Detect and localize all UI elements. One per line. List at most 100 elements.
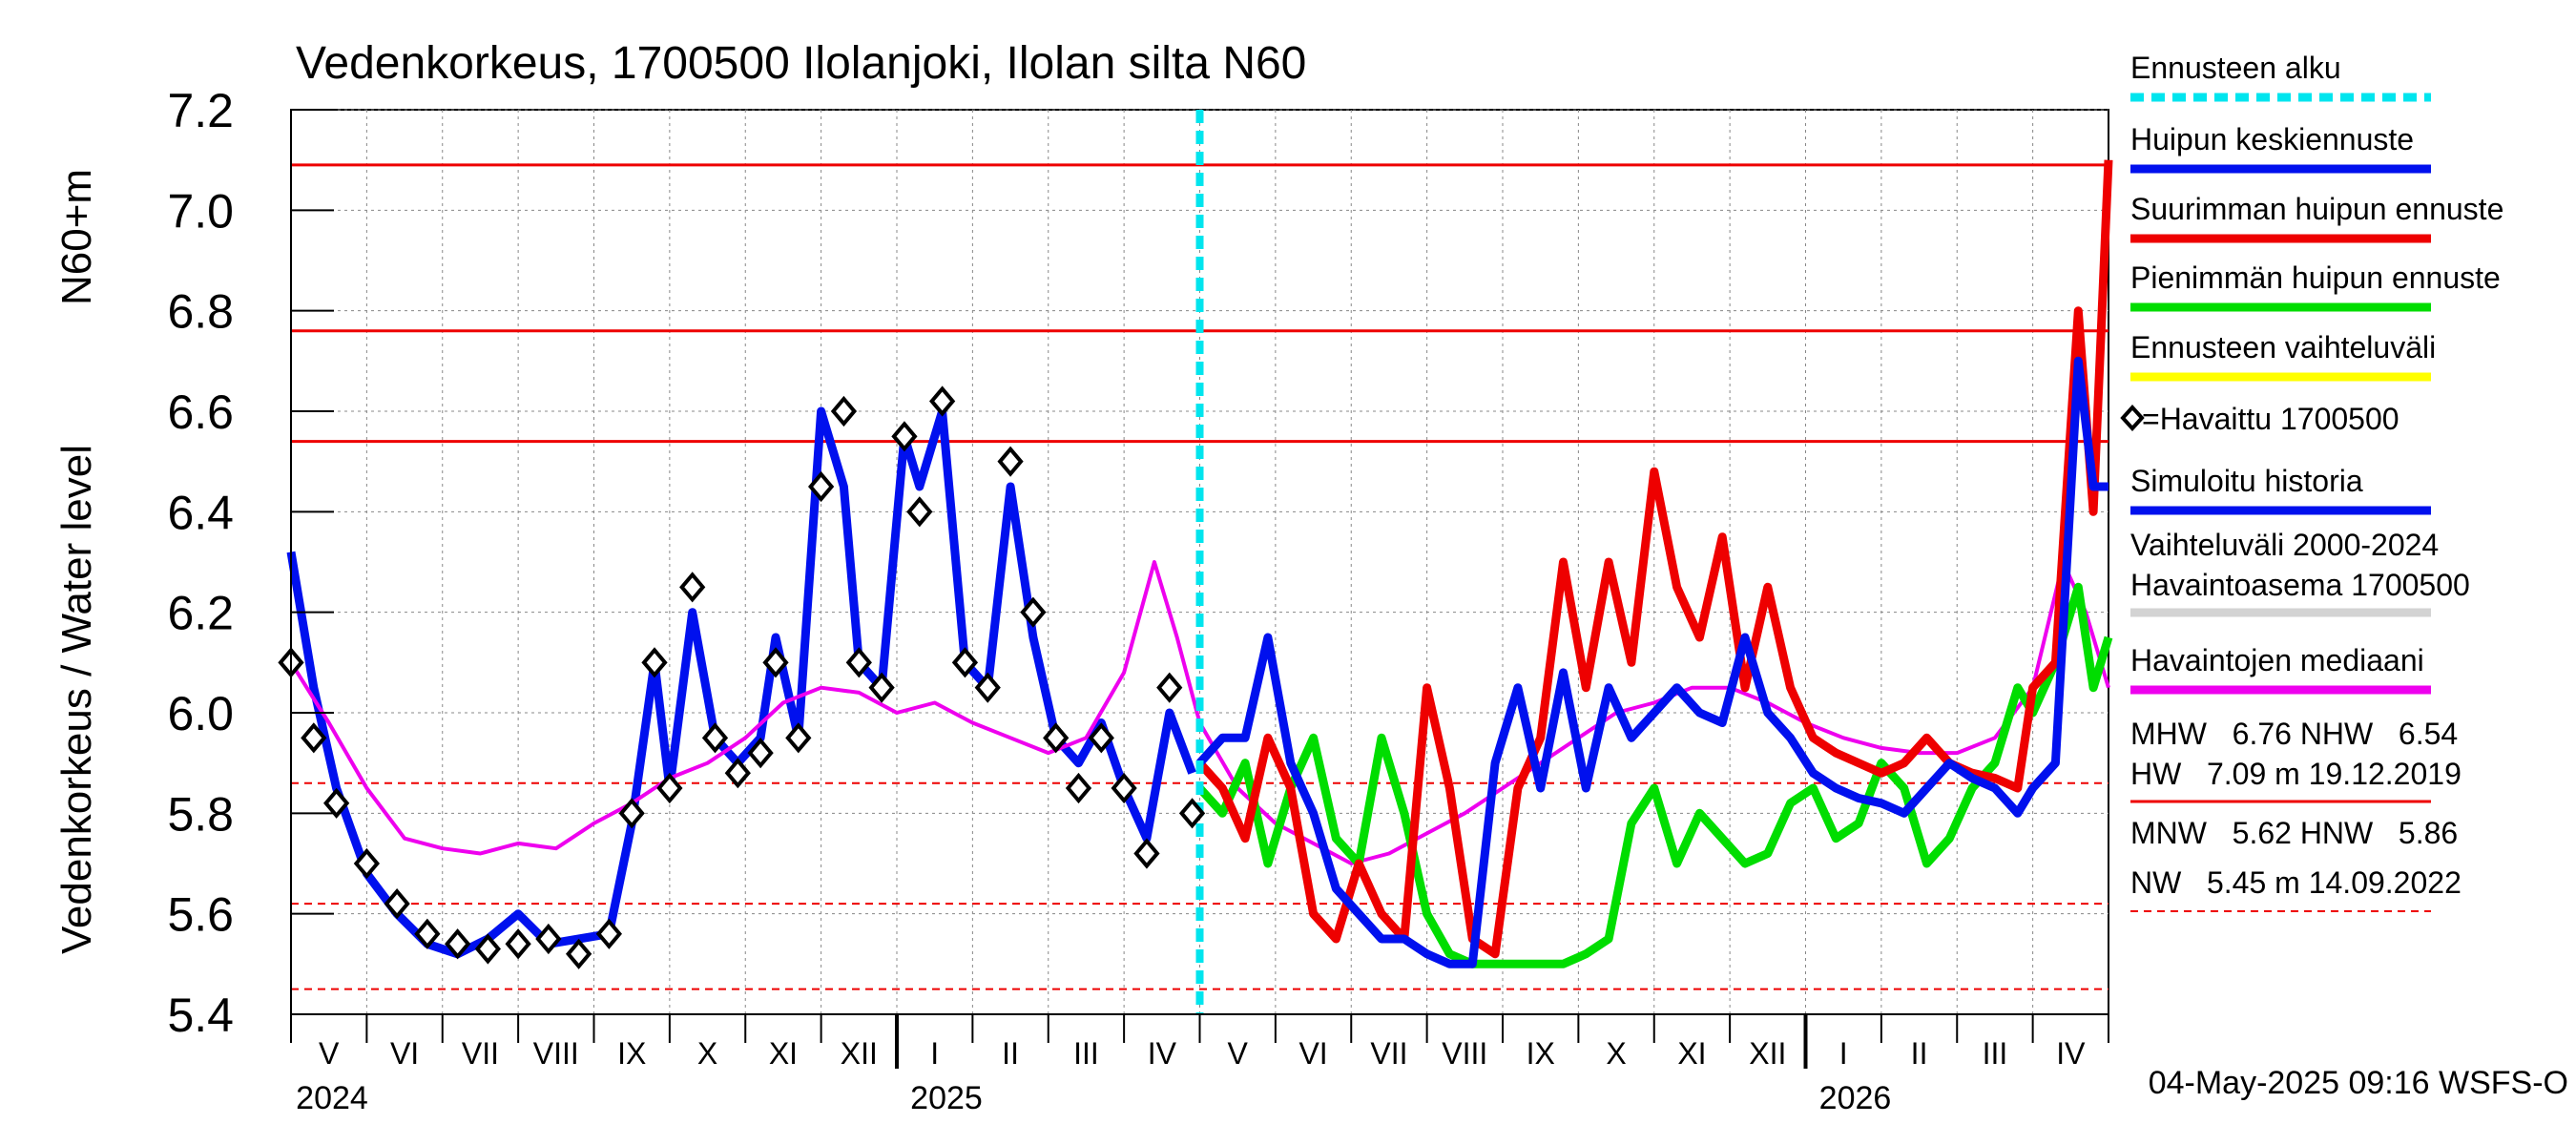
- y-tick-label: 6.8: [167, 285, 234, 339]
- legend-observed-marker: [2120, 405, 2145, 431]
- observed-point-4: [384, 888, 410, 920]
- observed-point-16: [701, 722, 729, 754]
- observed-point-26: [906, 496, 933, 528]
- x-month-label: IX: [617, 1036, 646, 1071]
- y-tick-label: 6.4: [167, 486, 234, 539]
- legend-label: Huipun keskiennuste: [2130, 122, 2414, 156]
- x-month-label: III: [1983, 1036, 2008, 1071]
- observed-point-33: [1065, 772, 1092, 804]
- legend-label: =Havaittu 1700500: [2142, 402, 2399, 436]
- legend-label: Havaintojen mediaani: [2130, 643, 2424, 677]
- observed-point-8: [505, 928, 531, 960]
- x-month-label: XI: [769, 1036, 798, 1071]
- y-tick-label: 6.2: [167, 587, 234, 640]
- observed-point-23: [845, 647, 872, 678]
- observed-point-2: [323, 787, 350, 819]
- series-forecast-mean: [1196, 356, 2109, 968]
- x-month-label: V: [1228, 1036, 1249, 1071]
- y-tick-label: 7.2: [167, 84, 234, 137]
- observed-point-24: [868, 672, 895, 703]
- x-month-label: IX: [1527, 1036, 1555, 1071]
- observed-point-1: [301, 722, 327, 754]
- observed-point-7: [474, 933, 501, 965]
- observed-point-25: [891, 421, 918, 452]
- legend-label: Suurimman huipun ennuste: [2130, 192, 2503, 226]
- legend: Ennusteen alku Huipun keskiennuste Suurimm…: [2120, 51, 2503, 912]
- observed-point-29: [974, 672, 1001, 703]
- series-simulated: [286, 406, 1196, 959]
- observed-point-38: [1178, 798, 1206, 829]
- observed-point-19: [762, 647, 789, 678]
- x-month-label: VI: [390, 1036, 419, 1071]
- legend-label: Ennusteen alku: [2130, 51, 2341, 85]
- y-tick-label: 6.0: [167, 687, 234, 740]
- legend-label-2: Havaintoasema 1700500: [2130, 568, 2470, 602]
- observed-point-6: [445, 928, 471, 960]
- x-month-label: XII: [1749, 1036, 1786, 1071]
- legend-label: Ennusteen vaihteluväli: [2130, 330, 2436, 364]
- observed-point-5: [414, 918, 441, 949]
- observed-point-20: [785, 722, 812, 754]
- legend-label: Simuloitu historia: [2130, 464, 2363, 498]
- x-month-label: VII: [462, 1036, 499, 1071]
- x-month-label: II: [1911, 1036, 1928, 1071]
- x-month-label: XI: [1677, 1036, 1706, 1071]
- x-month-label: X: [1606, 1036, 1626, 1071]
- x-month-label: IV: [1148, 1036, 1177, 1071]
- observed-point-18: [747, 738, 774, 769]
- observed-point-30: [997, 446, 1024, 477]
- x-month-label: II: [1002, 1036, 1019, 1071]
- observed-point-12: [618, 798, 645, 829]
- legend-label: Pienimmän huipun ennuste: [2130, 260, 2501, 295]
- y-tick-label: 5.8: [167, 787, 234, 841]
- x-month-label: VII: [1370, 1036, 1407, 1071]
- observed-point-32: [1043, 722, 1070, 754]
- y-axis-label: Vedenkorkeus / Water level: [53, 445, 100, 954]
- footer-timestamp: 04-May-2025 09:16 WSFS-O: [2149, 1065, 2568, 1101]
- observed-markers: [278, 385, 1206, 969]
- stats-line-1: MHW 6.76 NHW 6.54: [2130, 717, 2458, 751]
- chart-title: Vedenkorkeus, 1700500 Ilolanjoki, Ilolan…: [296, 38, 1306, 89]
- x-month-label: XII: [841, 1036, 878, 1071]
- y-tick-label: 6.6: [167, 385, 234, 439]
- observed-point-3: [353, 847, 380, 880]
- series-forecast-max: [1196, 159, 2113, 959]
- x-year-label: 2025: [910, 1080, 983, 1116]
- x-year-label: 2024: [296, 1080, 368, 1116]
- stats-line-4: NW 5.45 m 14.09.2022: [2130, 865, 2462, 900]
- stats-line-2: HW 7.09 m 19.12.2019: [2130, 757, 2462, 791]
- observed-point-14: [656, 772, 683, 804]
- observed-point-37: [1156, 672, 1183, 703]
- y-axis-unit: N60+m: [53, 169, 100, 305]
- observed-point-22: [830, 395, 858, 427]
- axes: 5.45.65.86.06.26.46.66.87.07.2V VI VII VIII…: [167, 84, 2109, 1116]
- x-month-label: VIII: [1442, 1036, 1487, 1071]
- observed-point-34: [1088, 722, 1114, 754]
- observed-point-17: [724, 758, 751, 789]
- observed-point-9: [535, 923, 562, 955]
- observed-point-11: [595, 918, 622, 949]
- y-tick-label: 5.4: [167, 989, 234, 1042]
- y-tick-label: 7.0: [167, 184, 234, 238]
- series-lines: [286, 110, 2113, 1014]
- x-month-label: IV: [2056, 1036, 2086, 1071]
- observed-point-10: [566, 938, 592, 969]
- x-month-label: I: [930, 1036, 939, 1071]
- observed-point-27: [929, 385, 956, 417]
- y-tick-label: 5.6: [167, 888, 234, 942]
- x-month-label: III: [1073, 1036, 1099, 1071]
- observed-point-21: [808, 470, 835, 503]
- x-month-label: X: [697, 1036, 717, 1071]
- x-month-label: I: [1839, 1036, 1848, 1071]
- x-month-label: VIII: [533, 1036, 579, 1071]
- observed-point-13: [641, 647, 668, 678]
- x-month-label: VI: [1298, 1036, 1327, 1071]
- x-year-label: 2026: [1819, 1080, 1892, 1116]
- stats-line-3: MNW 5.62 HNW 5.86: [2130, 816, 2458, 850]
- observed-point-35: [1111, 772, 1137, 804]
- observed-point-15: [679, 572, 706, 603]
- legend-label: Vaihteluväli 2000-2024: [2130, 528, 2439, 562]
- observed-point-28: [951, 647, 979, 678]
- x-month-label: V: [319, 1036, 340, 1071]
